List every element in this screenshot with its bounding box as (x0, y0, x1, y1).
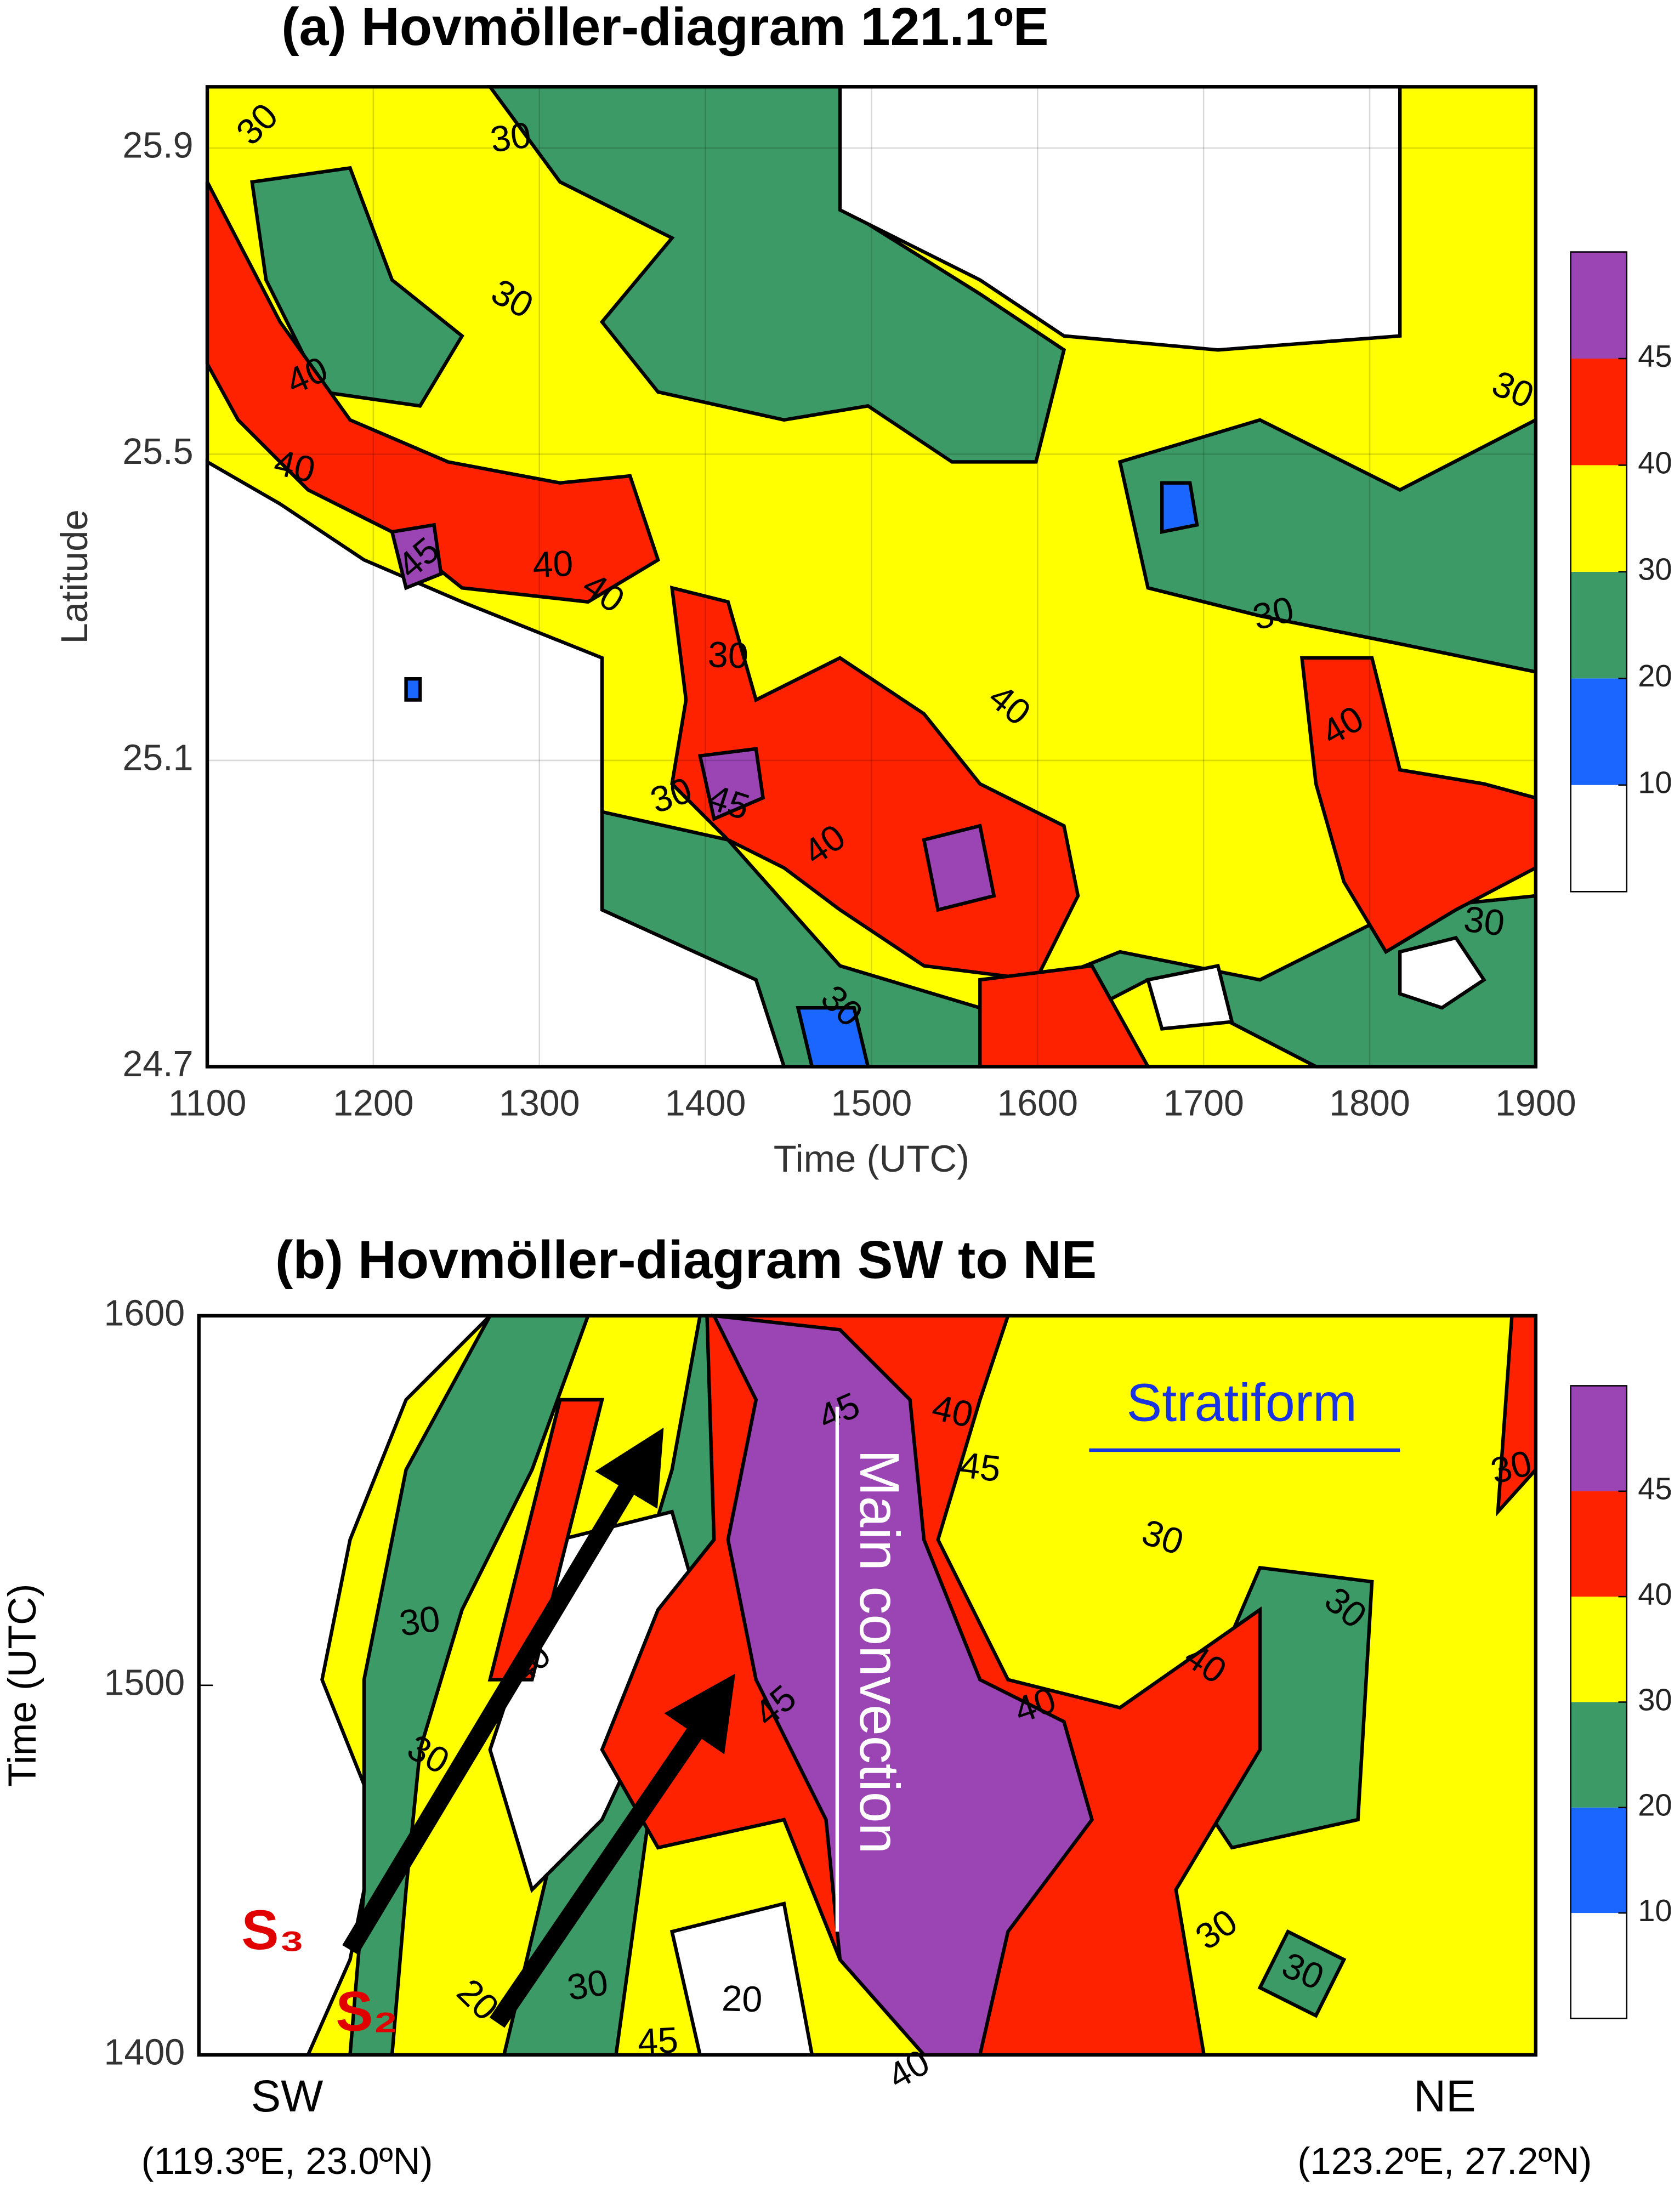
contour-region (922, 824, 996, 912)
contour-region (1145, 963, 1234, 1031)
colorbar-label: 40 (1638, 445, 1672, 480)
axes-box (198, 1315, 1537, 2056)
y-tick-label: 25.1 (122, 737, 193, 778)
contour-region (697, 747, 765, 821)
contour-region (487, 1398, 605, 1682)
colorbar-segment (1570, 678, 1627, 785)
colorbar-segment (1570, 785, 1627, 892)
colorbar-segment (1570, 1491, 1627, 1597)
contour-label: 40 (532, 543, 575, 586)
y-tick-label: 1500 (104, 1662, 185, 1703)
y-axis-label: Time (UTC) (1, 1584, 44, 1787)
x-end-location: (123.2ºE, 27.2ºN) (1297, 2140, 1592, 2182)
contour-region (1398, 935, 1486, 1010)
contour-region (348, 1314, 591, 2057)
x-tick-label: 1800 (1329, 1083, 1410, 1123)
colorbar-segment (1570, 465, 1627, 572)
x-tick-label: 1100 (168, 1083, 247, 1123)
x-end-location: (119.3ºE, 23.0ºN) (141, 2140, 433, 2182)
contour-region (205, 181, 660, 604)
colorbar-label: 45 (1638, 1472, 1672, 1506)
colorbar-segment (1570, 252, 1627, 359)
contour-label: 30 (397, 1598, 442, 1644)
colorbar-segment (1570, 571, 1627, 679)
annotation: Main convection (848, 1450, 911, 1854)
y-tick-label: 1400 (104, 2032, 185, 2072)
colorbar-label: 10 (1638, 765, 1672, 800)
contour-region (390, 523, 443, 590)
x-end-label: NE (1414, 2071, 1475, 2121)
contour-label: 20 (721, 1978, 763, 2020)
contour-label: 40 (928, 1387, 977, 1436)
y-tick-label: 24.7 (122, 1044, 193, 1084)
panel-title: (a) Hovmöller-diagram 121.1ºE (281, 0, 1048, 56)
contour-label: 45 (637, 2020, 679, 2063)
colorbar-label: 20 (1638, 658, 1672, 693)
contour-region (486, 85, 1066, 464)
colorbar-label: 30 (1638, 1682, 1672, 1717)
x-tick-label: 1600 (997, 1083, 1078, 1123)
contour-label: 40 (270, 442, 319, 491)
contour-region (1160, 481, 1199, 535)
annotation: S₃ (241, 1899, 304, 1961)
contour-region (404, 677, 422, 702)
axes-box (206, 86, 1537, 1067)
x-tick-label: 1300 (499, 1083, 580, 1123)
x-end-label: SW (251, 2071, 323, 2121)
colorbar-segment (1570, 1385, 1627, 1491)
x-tick-label: 1500 (831, 1083, 912, 1123)
y-tick-label: 25.5 (122, 431, 193, 472)
colorbar-segment (1570, 1597, 1627, 1702)
arrow (489, 1673, 736, 2028)
contour-label: 30 (1249, 589, 1298, 638)
contour-label: 45 (958, 1445, 1003, 1490)
y-axis-label: Latitude (53, 509, 95, 644)
colorbar-label: 20 (1638, 1788, 1672, 1822)
colorbar-segment (1570, 358, 1627, 465)
panel-title: (b) Hovmöller-diagram SW to NE (275, 1230, 1097, 1290)
y-tick-label: 1600 (104, 1293, 185, 1333)
contour-label: 30 (1462, 899, 1507, 944)
contour-label: 30 (488, 115, 533, 161)
colorbar-segment (1570, 1702, 1627, 1808)
contour-region (838, 85, 1402, 352)
colorbar-segment (1570, 1913, 1627, 2019)
x-tick-label: 1400 (665, 1083, 746, 1123)
contour-label: 30 (1487, 1443, 1536, 1492)
x-tick-label: 1900 (1495, 1083, 1576, 1123)
contour-region (1257, 1929, 1347, 2018)
colorbar-label: 30 (1638, 552, 1672, 587)
colorbar-label: 45 (1638, 339, 1672, 373)
colorbar-label: 40 (1638, 1577, 1672, 1611)
colorbar-segment (1570, 1807, 1627, 1913)
y-tick-label: 25.9 (122, 126, 193, 166)
arrow (342, 1427, 664, 1955)
colorbar-label: 10 (1638, 1893, 1672, 1928)
contour-region (711, 1314, 1094, 2057)
x-tick-label: 1700 (1163, 1083, 1244, 1123)
x-tick-label: 1200 (333, 1083, 414, 1123)
annotation: S₂ (336, 1980, 398, 2042)
contour-label: 30 (565, 1962, 611, 2009)
contour-label: 30 (707, 634, 749, 677)
x-axis-label: Time (UTC) (774, 1138, 969, 1180)
annotation: Stratiform (1127, 1372, 1357, 1432)
contour-region (250, 166, 464, 408)
